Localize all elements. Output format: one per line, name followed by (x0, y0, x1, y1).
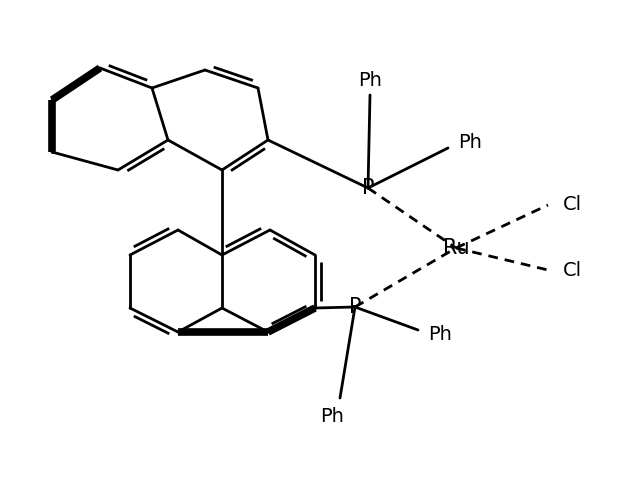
Text: Ph: Ph (358, 71, 382, 90)
Text: Ph: Ph (458, 133, 482, 152)
Text: P: P (362, 178, 374, 198)
Text: Cl: Cl (563, 260, 582, 280)
Text: P: P (349, 297, 361, 317)
Text: Ru: Ru (443, 238, 469, 258)
Text: Cl: Cl (563, 195, 582, 214)
Text: Ph: Ph (320, 407, 344, 426)
Text: Ph: Ph (428, 325, 452, 345)
